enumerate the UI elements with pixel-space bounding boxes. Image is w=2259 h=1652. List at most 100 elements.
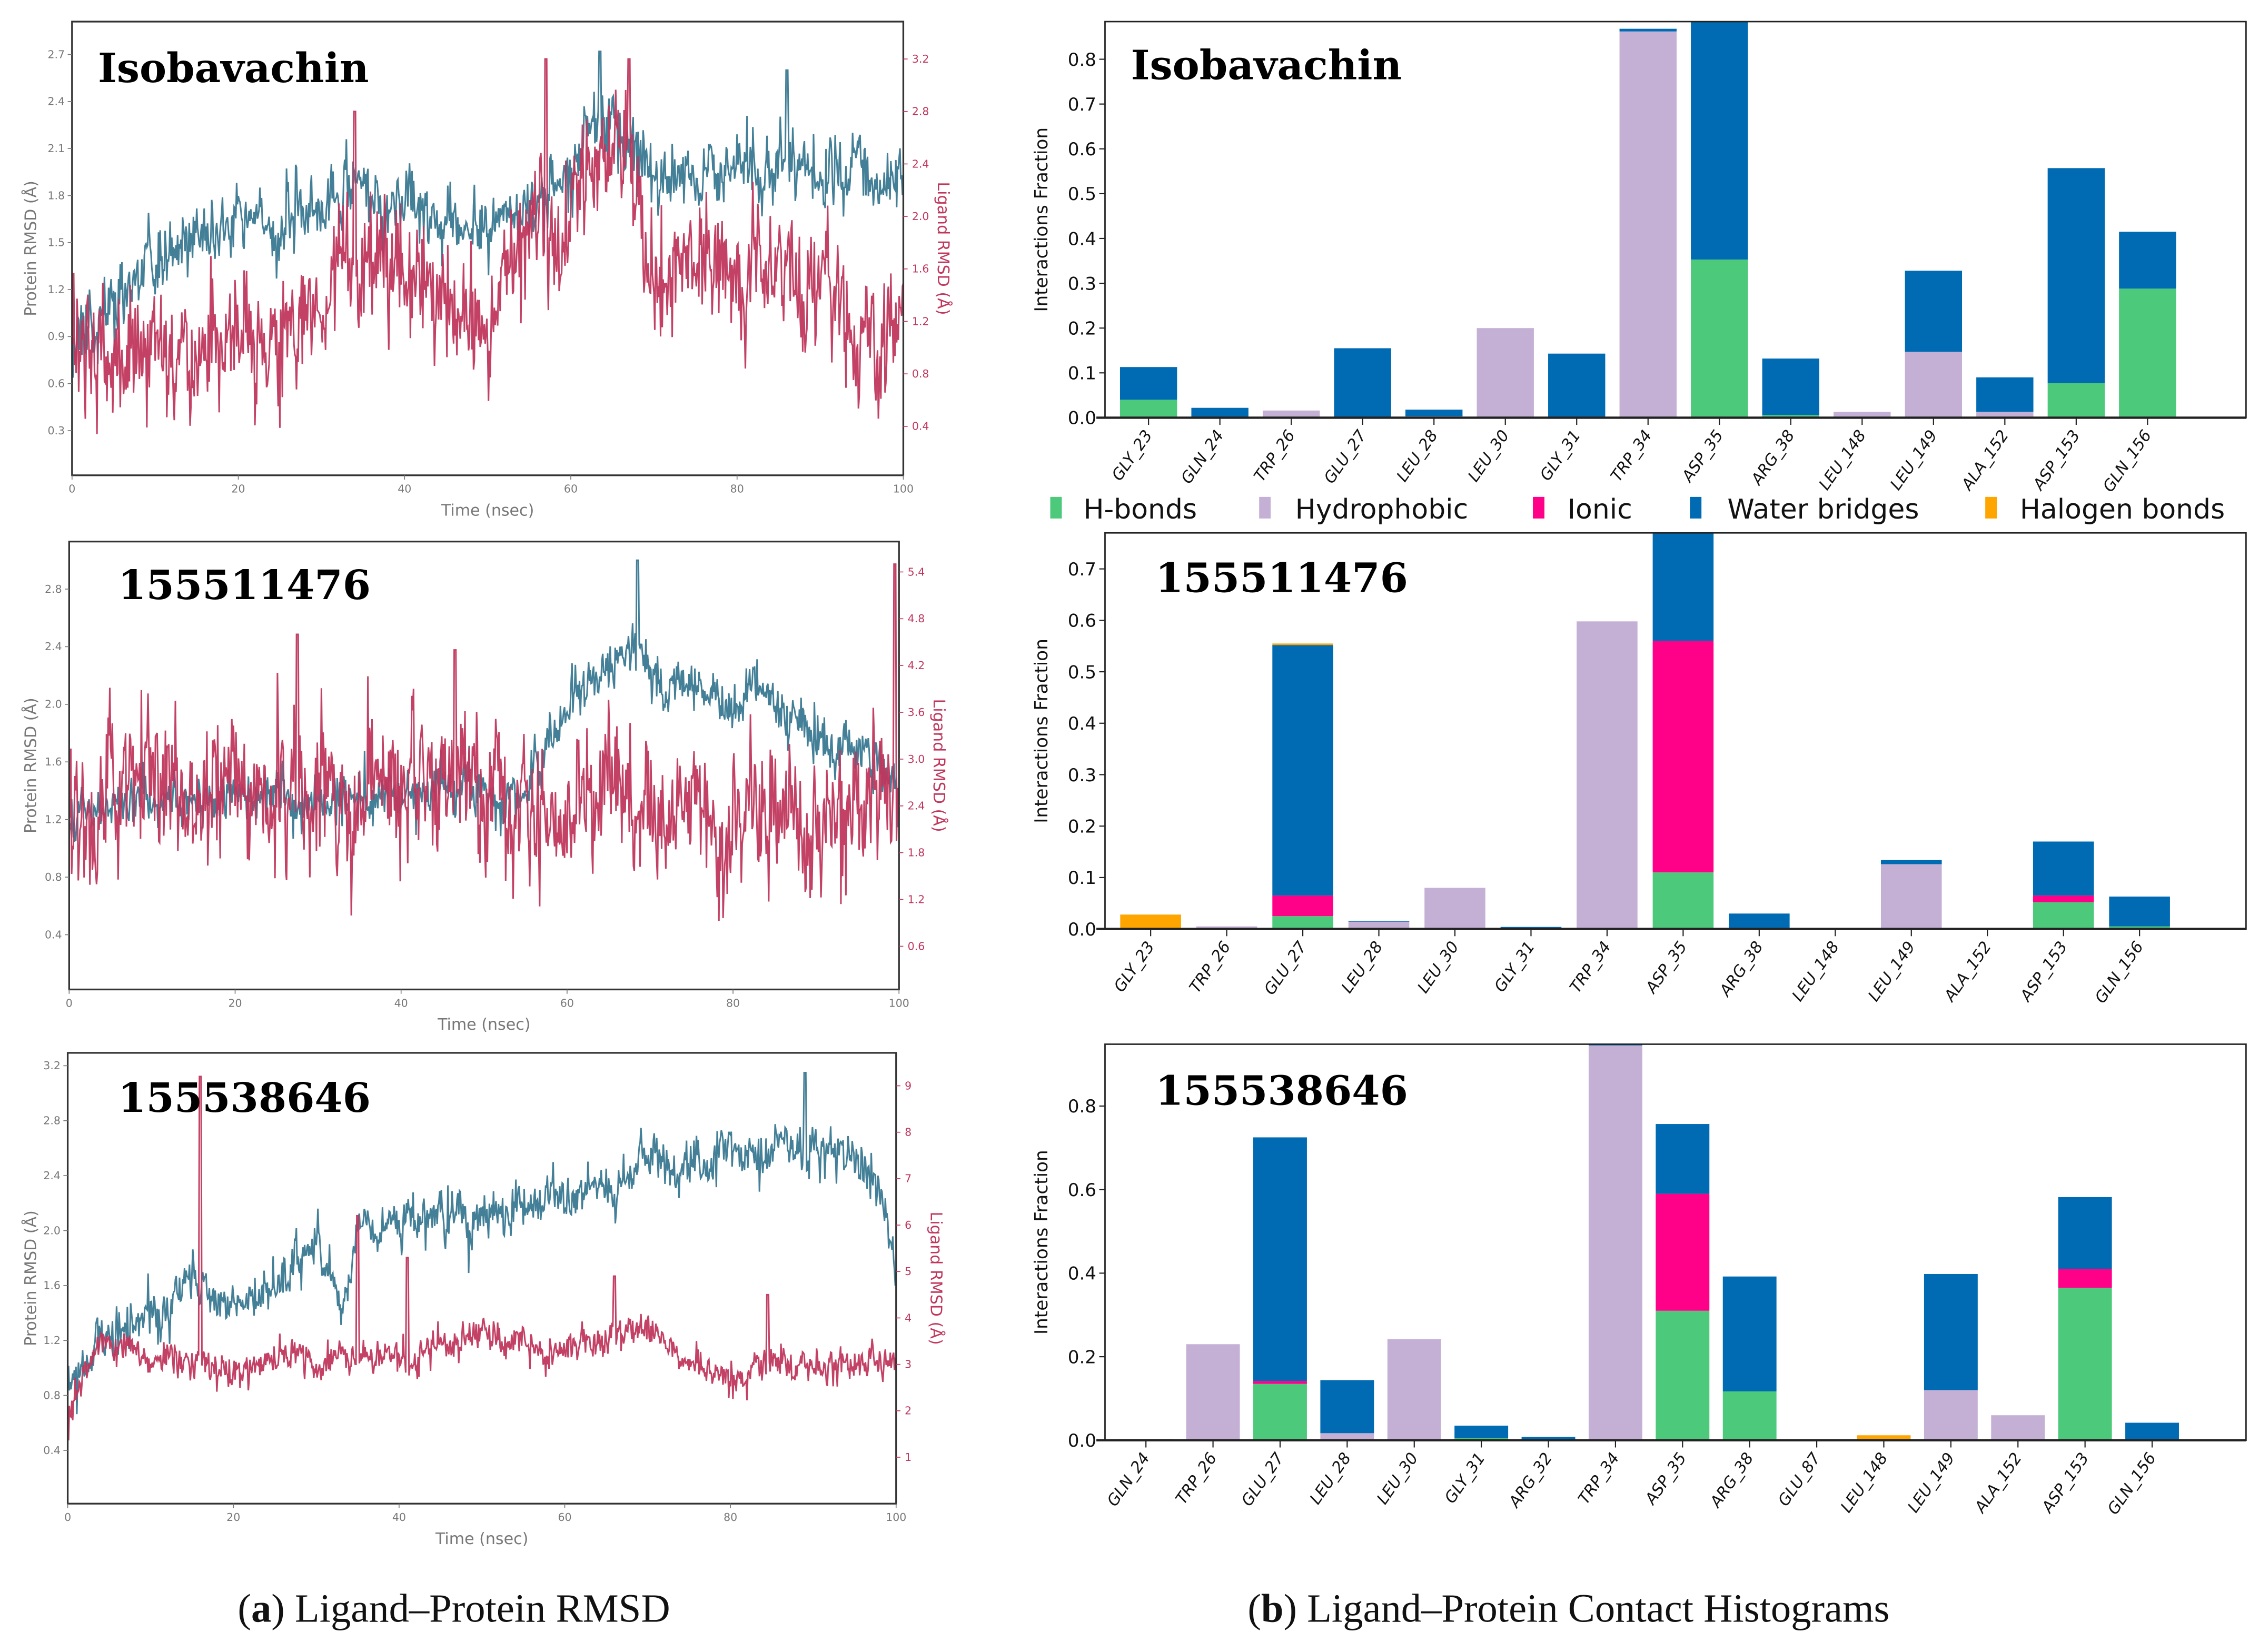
residue-label: LEU_30: [1373, 1449, 1422, 1508]
y2-tick-label: 4.8: [908, 612, 925, 625]
bar-segment-hy: [1577, 621, 1638, 929]
bar-segment-hy: [1588, 1045, 1642, 1440]
bar-segment-ion: [2033, 895, 2094, 902]
y-axis-label: Protein RMSD (Å): [21, 698, 40, 833]
x-tick-label: 80: [724, 1511, 737, 1524]
caption-b: (b) Ligand–Protein Contact Histograms: [1247, 1586, 1889, 1631]
legend-item-wb: Water bridges: [1690, 494, 1919, 525]
bar-segment-wb: [1691, 22, 1748, 260]
bar-segment-wb: [1722, 1276, 1777, 1391]
y2-tick-label: 1: [905, 1451, 911, 1464]
y2-tick-label: 1.2: [908, 893, 925, 905]
residue-label: ALA_152: [1970, 1449, 2026, 1517]
legend-label: Hydrophobic: [1295, 494, 1469, 525]
rmsd-chart-2: 0 20 40 60 80 100 0.4 0.8 1.2 1.6 2.0 2.4 2.8 3.2 1 2 3 4…: [21, 1052, 945, 1548]
residue-label: GLN_24: [1104, 1449, 1154, 1510]
residue-label: ALA_152: [1958, 427, 2013, 494]
ligand-rmsd-line: [68, 563, 900, 921]
bar-segment-hy: [1196, 926, 1257, 929]
caption-text: Ligand–Protein Contact Histograms: [1307, 1586, 1889, 1631]
y-tick-label: 0.1: [1068, 868, 1096, 889]
bars: [1119, 22, 2176, 418]
residue-label: GLN_156: [2099, 427, 2155, 496]
x-tick-label: 0: [64, 1511, 71, 1524]
y-tick-label: 0.2: [1068, 318, 1096, 339]
legend-swatch: [1690, 496, 1702, 519]
y2-tick-label: 3.2: [912, 53, 929, 65]
bar-segment-wb: [1548, 353, 1606, 418]
residue-label: ASP_35: [1641, 1449, 1691, 1509]
ligand-rmsd-line: [71, 58, 904, 434]
y-tick-label: 0.6: [1068, 611, 1096, 632]
legend-label: Halogen bonds: [2020, 494, 2225, 525]
residue-label: TRP_34: [1574, 1449, 1623, 1508]
bar-segment-ion: [1652, 641, 1714, 873]
plot-frame: [68, 541, 900, 991]
bar-segment-wb: [1320, 1380, 1374, 1434]
y-tick-label: 0.5: [1068, 184, 1096, 205]
residue-label: LEU_149: [1865, 938, 1919, 1005]
y2-tick-label: 7: [905, 1172, 911, 1185]
residue-label: ARG_32: [1505, 1449, 1557, 1511]
legend-swatch: [1985, 496, 1997, 519]
y-tick-label: 2.0: [45, 698, 62, 711]
residue-label: LEU_28: [1338, 938, 1386, 997]
residue-label: GLN_156: [2104, 1449, 2160, 1518]
chart-title: 155511476: [1155, 554, 1408, 602]
y-axis-label: Interactions Fraction: [1031, 1150, 1052, 1335]
chart-title: 155511476: [118, 562, 371, 609]
bar-segment-hb: [1652, 872, 1714, 929]
y2-tick-label: 5: [905, 1265, 911, 1278]
y-tick-label: 2.8: [45, 583, 62, 595]
bar-segment-hb: [1656, 1310, 1710, 1440]
residue-label: LEU_28: [1393, 427, 1442, 485]
bar-segment-hal: [1120, 914, 1181, 929]
bar-segment-hal: [1272, 643, 1333, 645]
legend: H-bonds Hydrophobic Ionic Water bridges Halo…: [1050, 494, 2225, 525]
caption-paren: (: [1247, 1586, 1261, 1631]
y-tick-label: 0.8: [45, 871, 62, 883]
residue-label: ALA_152: [1940, 938, 1995, 1006]
bar-segment-wb: [1976, 377, 2034, 412]
y2-axis-label: Ligand RMSD (Å): [926, 1212, 945, 1345]
bar-segment-hb: [1253, 1384, 1307, 1440]
bar-segment-wb: [1656, 1124, 1710, 1194]
caption-letter: b: [1261, 1586, 1284, 1631]
x-tick-label: 20: [228, 997, 242, 1009]
y-tick-label: 0.7: [1068, 94, 1096, 115]
caption-paren: ): [271, 1586, 295, 1631]
bar-segment-wb: [1905, 271, 1963, 352]
y-tick-label: 0.6: [48, 377, 65, 390]
legend-item-hal: Halogen bonds: [1985, 494, 2225, 525]
residue-label: LEU_148: [1837, 1449, 1891, 1516]
residue-label: TRP_26: [1172, 1449, 1221, 1508]
bar-segment-hb: [2119, 288, 2176, 418]
y2-tick-label: 8: [905, 1126, 911, 1139]
bar-segment-wb: [1272, 645, 1333, 896]
bar-segment-hb: [1722, 1391, 1777, 1440]
y2-tick-label: 2.0: [912, 210, 929, 223]
residue-label: LEU_148: [1789, 938, 1843, 1005]
bar-segment-ion: [1253, 1381, 1307, 1384]
x-tick-label: 40: [398, 483, 411, 495]
residue-label: GLY_23: [1108, 427, 1156, 484]
y-axis-label: Protein RMSD (Å): [21, 181, 40, 316]
bar-segment-hb: [1119, 400, 1177, 418]
y-tick-label: 0.2: [1068, 1347, 1096, 1368]
y-axis-label: Protein RMSD (Å): [21, 1210, 40, 1346]
y-tick-label: 0.0: [1068, 1430, 1096, 1451]
bar-segment-hy: [1991, 1415, 2045, 1440]
bars: [1120, 533, 2170, 929]
residue-label: GLY_31: [1441, 1449, 1489, 1507]
y-tick-label: 0.1: [1068, 363, 1096, 384]
bar-segment-hy: [1834, 412, 1891, 418]
chart-title: Isobavachin: [1131, 42, 1402, 89]
residue-label: GLY_31: [1491, 938, 1539, 996]
y-tick-label: 0.4: [1068, 228, 1096, 250]
bar-segment-wb: [1880, 860, 1942, 864]
y2-tick-label: 2.8: [912, 105, 929, 118]
x-tick-label: 60: [564, 483, 578, 495]
caption-paren: (: [237, 1586, 251, 1631]
y-tick-label: 0.6: [1068, 1180, 1096, 1201]
